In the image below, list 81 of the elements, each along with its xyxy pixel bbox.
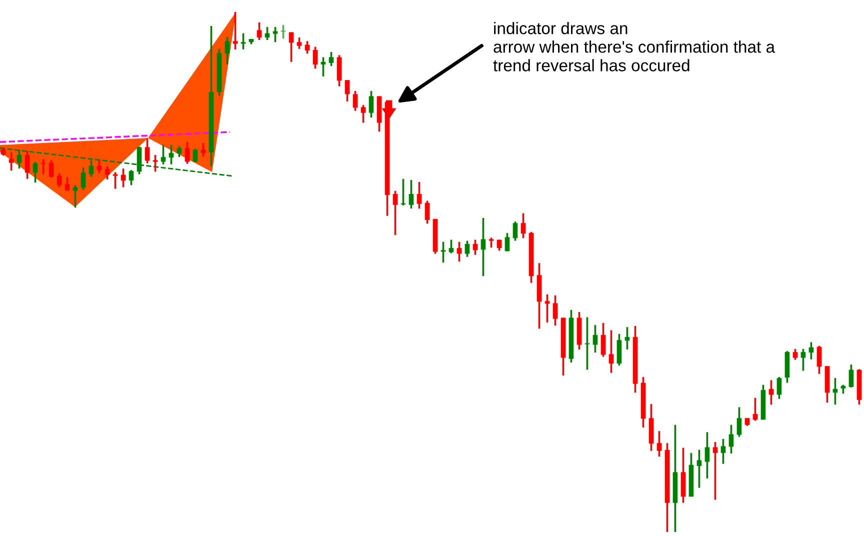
candlestick (200, 142, 206, 158)
candlestick (48, 159, 54, 178)
candlestick (352, 90, 358, 112)
candlestick (304, 40, 310, 54)
candlestick (592, 324, 598, 354)
candlestick (128, 169, 134, 186)
candlestick (32, 160, 38, 184)
candlestick (464, 240, 470, 258)
candlestick (816, 344, 822, 375)
candlestick (544, 293, 550, 324)
candlestick (456, 240, 462, 262)
candlestick (720, 438, 726, 465)
candlestick (176, 145, 182, 158)
candlestick (768, 379, 774, 406)
candlestick (240, 32, 246, 50)
candlestick (848, 364, 854, 388)
candlestick (280, 24, 286, 40)
candlestick (624, 326, 630, 350)
candlestick (512, 220, 518, 242)
candlestick (360, 104, 366, 124)
candlestick (272, 26, 278, 44)
candlestick (480, 216, 486, 278)
candlestick (64, 176, 70, 192)
candlestick (8, 151, 14, 172)
candlestick (232, 11, 238, 50)
candlestick (440, 240, 446, 264)
candlestick (416, 181, 422, 210)
candlestick (104, 166, 110, 180)
candlestick (256, 21, 262, 41)
candlestick (312, 46, 318, 70)
candlestick (336, 54, 342, 88)
candlestick (160, 144, 166, 166)
candlestick (24, 150, 30, 180)
candlestick (168, 144, 174, 166)
candlestick (192, 148, 198, 164)
candlestick (656, 430, 662, 458)
candlestick (408, 179, 414, 210)
candlestick (504, 232, 510, 252)
candlestick (40, 158, 46, 176)
candlestick (72, 184, 78, 208)
candlestick (728, 424, 734, 454)
candlestick (80, 166, 86, 191)
candlestick (392, 190, 398, 236)
candlestick (96, 159, 102, 174)
candlestick (288, 31, 294, 63)
candlestick (520, 212, 526, 240)
candlestick (552, 294, 558, 326)
candlestick (616, 332, 622, 366)
annotation: indicator draws an arrow when there's confirmation that a trend reversal has occured (493, 22, 776, 72)
candlestick (488, 236, 494, 248)
candlestick (144, 137, 150, 164)
candlestick (832, 377, 838, 406)
candlestick (752, 396, 758, 422)
candlestick (496, 238, 502, 252)
candlestick (112, 171, 118, 190)
candlestick (424, 200, 430, 225)
candlestick (368, 90, 374, 118)
candlestick (776, 376, 782, 400)
candlestick (184, 141, 190, 165)
candlestick (704, 431, 710, 480)
candlestick (584, 316, 590, 371)
candlestick (600, 322, 606, 358)
candlestick (736, 406, 742, 438)
candlestick (56, 172, 62, 188)
candlestick (328, 51, 334, 67)
candlestick (608, 329, 614, 374)
candlestick (792, 348, 798, 361)
candlestick (808, 341, 814, 360)
candlestick (448, 238, 454, 254)
candlestick (264, 26, 270, 41)
candlestick (224, 36, 230, 66)
candlestick (696, 448, 702, 489)
candlestick (296, 36, 302, 50)
candlestick (320, 56, 326, 78)
candlestick (712, 441, 718, 501)
candlestick (152, 154, 158, 173)
candlestick (400, 178, 406, 206)
candlestick (120, 168, 126, 188)
candlestick (800, 348, 806, 372)
candlestick (344, 79, 350, 102)
candlestick (472, 238, 478, 256)
